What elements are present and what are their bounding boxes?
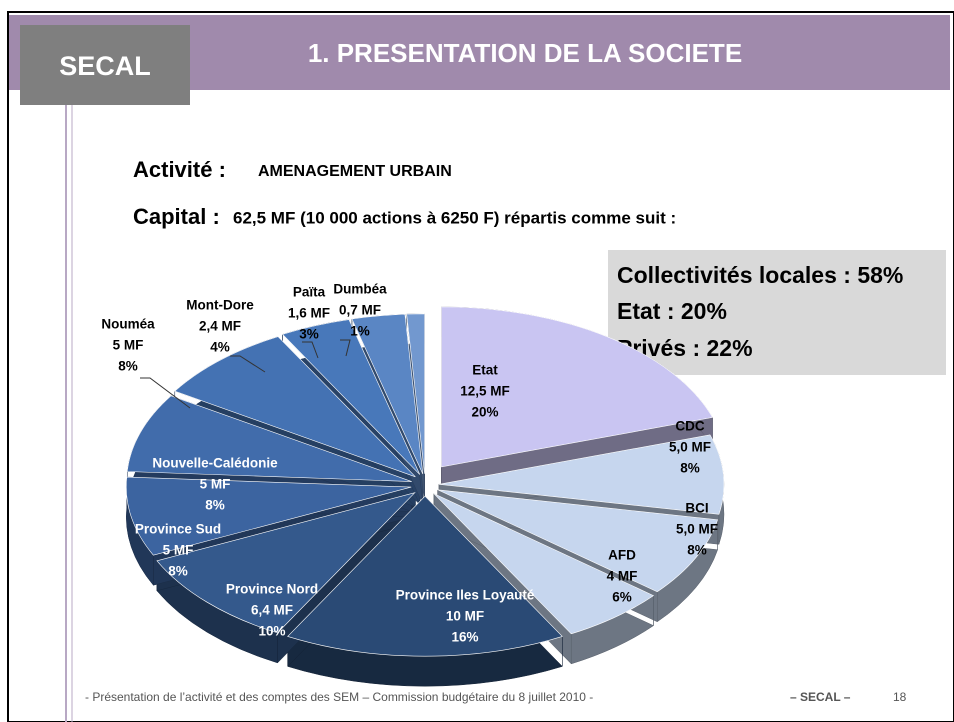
slice-amount: 5,0 MF — [676, 522, 718, 537]
slice-percent: 10% — [258, 624, 285, 639]
slice-amount: 5 MF — [163, 543, 194, 558]
slice-percent: 8% — [205, 498, 225, 513]
summary-box — [608, 250, 946, 375]
slice-percent: 8% — [687, 543, 707, 558]
pie-labels: Etat 12,5 MF 20% CDC 5,0 MF 8% BCI 5,0 MF 8% AFD 4… — [101, 282, 718, 645]
slice-name: Nouméa — [101, 317, 155, 332]
slice-name: BCI — [685, 501, 708, 516]
brand: SECAL — [59, 51, 151, 81]
activity-label: Activité : — [133, 157, 226, 182]
slice-amount: 12,5 MF — [460, 384, 510, 399]
slice-percent: 20% — [471, 405, 498, 420]
slice-name: Etat — [472, 363, 498, 378]
slice-amount: 0,7 MF — [339, 303, 381, 318]
slice-amount: 4 MF — [607, 569, 638, 584]
slice — [433, 493, 655, 635]
slice-name: Nouvelle-Calédonie — [152, 456, 278, 471]
slice — [156, 492, 416, 634]
slice-amount: 2,4 MF — [199, 319, 241, 334]
slice-amount: 5,0 MF — [669, 440, 711, 455]
slice — [281, 319, 421, 475]
slice-amount: 5 MF — [113, 338, 144, 353]
slice — [126, 395, 412, 482]
brand-box — [20, 25, 190, 105]
leader-line — [230, 355, 266, 373]
footer-brand: – SECAL – — [790, 690, 851, 704]
slice-name: Païta — [293, 285, 326, 300]
capital: 62,5 MF (10 000 actions à 6250 F) répart… — [233, 208, 676, 227]
slice-percent: 8% — [168, 564, 188, 579]
slice-amount: 5 MF — [200, 477, 231, 492]
slice — [438, 434, 725, 515]
pie-tops — [125, 306, 725, 657]
pie: Etat 12,5 MF 20% CDC 5,0 MF 8% BCI 5,0 MF 8% AFD 4… — [101, 282, 725, 687]
slice-name: CDC — [675, 419, 704, 434]
slice-percent: 16% — [451, 630, 478, 645]
frame — [7, 11, 954, 722]
slice — [437, 489, 719, 593]
leader-line — [302, 341, 319, 359]
leader-line — [340, 339, 351, 357]
slice-percent: 4% — [210, 340, 230, 355]
slice-name: Province Sud — [135, 522, 221, 537]
slice — [441, 306, 713, 468]
footer: - Présentation de l’activité et des comp… — [85, 690, 593, 704]
slice — [125, 476, 412, 556]
slice — [174, 336, 416, 478]
heading: 1. PRESENTATION DE LA SOCIETE — [308, 38, 742, 68]
summary: Collectivités locales : 58% — [617, 262, 903, 288]
slice-name: Dumbéa — [333, 282, 387, 297]
slice-percent: 8% — [118, 359, 138, 374]
capital-label: Capital : — [133, 204, 220, 229]
slice-name: Province Nord — [226, 582, 318, 597]
page-number: 18 — [893, 690, 907, 704]
slice-percent: 8% — [680, 461, 700, 476]
slice — [406, 313, 425, 474]
slice — [287, 495, 563, 657]
slice-name: Province Iles Loyauté — [396, 588, 535, 603]
slice-amount: 1,6 MF — [288, 306, 330, 321]
slice-percent: 3% — [299, 327, 319, 342]
slice-name: Mont-Dore — [186, 298, 254, 313]
slice-name: AFD — [608, 548, 636, 563]
slice-percent: 1% — [350, 324, 370, 339]
slice-amount: 6,4 MF — [251, 603, 293, 618]
leader-line — [140, 377, 191, 409]
slice-percent: 6% — [612, 590, 632, 605]
activity: AMENAGEMENT URBAIN — [258, 163, 452, 180]
slice — [351, 313, 424, 475]
slice-amount: 10 MF — [446, 609, 484, 624]
summary: Etat : 20% — [617, 298, 727, 324]
